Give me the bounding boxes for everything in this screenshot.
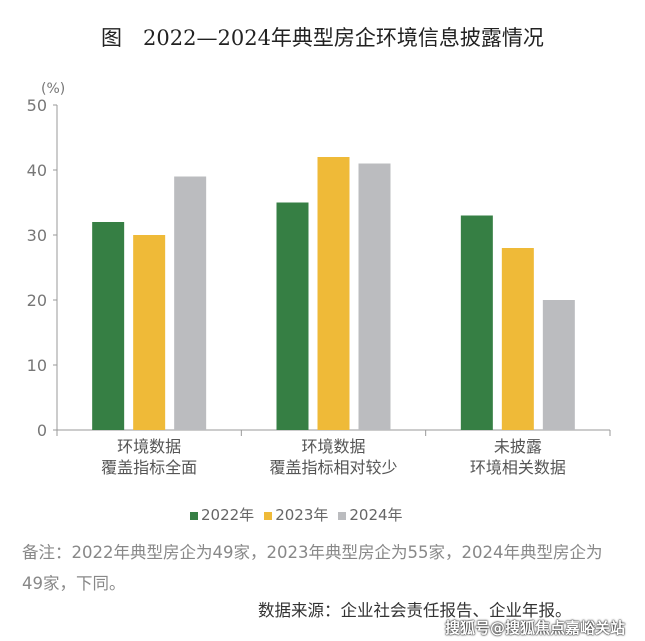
bar-2022年-1 — [276, 202, 309, 430]
note: 备注：2022年典型房企为49家，2023年典型房企为55家，2024年典型房企… — [22, 543, 603, 593]
x-tick-label: 未披露 — [494, 437, 542, 456]
bar-2022年-2 — [460, 215, 493, 430]
legend: 2022年 2023年 2024年 — [190, 504, 403, 525]
bar-2024年-1 — [358, 163, 391, 430]
bar-2024年-2 — [542, 300, 575, 430]
legend-item: 2023年 — [264, 504, 328, 525]
legend-swatch — [264, 511, 273, 520]
bar-chart: (%)01020304050环境数据覆盖指标全面环境数据覆盖指标相对较少未披露环… — [27, 81, 611, 477]
legend-label: 2023年 — [275, 506, 329, 524]
x-tick-label: 环境相关数据 — [470, 458, 566, 477]
y-tick-label: 40 — [27, 161, 47, 180]
x-tick-label: 环境数据 — [301, 437, 365, 456]
legend-swatch — [190, 511, 198, 520]
x-tick-label: 环境数据 — [117, 437, 181, 456]
watermark: 搜狐号@搜狐焦点嘉峪关站 — [445, 619, 626, 637]
chart-title: 图 2022—2024年典型房企环境信息披露情况 — [101, 26, 544, 50]
y-tick-label: 50 — [27, 96, 47, 115]
source: 数据来源：企业社会责任报告、企业年报。 — [258, 601, 572, 620]
legend-label: 2024年 — [349, 506, 403, 524]
y-tick-label: 10 — [27, 356, 47, 375]
bar-2023年-0 — [133, 235, 166, 430]
legend-swatch — [338, 511, 347, 520]
x-tick-label: 覆盖指标相对较少 — [269, 458, 397, 477]
bar-2022年-0 — [92, 222, 125, 430]
bar-2024年-0 — [174, 176, 207, 430]
legend-item: 2022年 — [190, 504, 254, 525]
bar-2023年-1 — [317, 157, 350, 430]
legend-item: 2024年 — [338, 504, 403, 525]
y-tick-label: 0 — [37, 421, 47, 440]
x-tick-label: 覆盖指标全面 — [101, 458, 197, 477]
y-axis-unit: (%) — [41, 81, 65, 97]
y-tick-label: 30 — [27, 226, 47, 245]
bar-2023年-2 — [501, 248, 534, 430]
y-tick-label: 20 — [27, 291, 47, 310]
legend-label: 2022年 — [201, 506, 255, 524]
